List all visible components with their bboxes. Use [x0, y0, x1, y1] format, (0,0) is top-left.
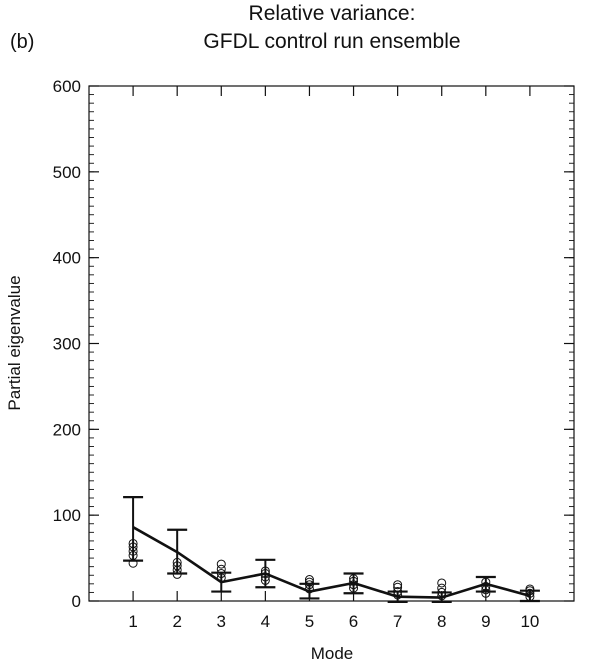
y-axis: 0 100 200 300 400 500 600	[53, 77, 574, 611]
y-tick-label: 200	[53, 420, 81, 439]
mean-line	[132, 526, 531, 599]
x-tick-label: 4	[261, 612, 270, 631]
x-tick-label: 3	[217, 612, 226, 631]
y-tick-label: 600	[53, 77, 81, 96]
x-tick-label: 7	[393, 612, 402, 631]
x-tick-label: 5	[305, 612, 314, 631]
x-tick-label: 2	[172, 612, 181, 631]
member-point	[393, 580, 403, 590]
x-tick-label: 10	[520, 612, 539, 631]
x-tick-label: 6	[349, 612, 358, 631]
y-tick-label: 400	[53, 249, 81, 268]
x-tick-label: 1	[128, 612, 137, 631]
y-tick-label: 0	[72, 592, 81, 611]
panel-label: (b)	[10, 31, 34, 53]
x-axis-label: Mode	[311, 644, 354, 663]
ensemble-members	[128, 538, 535, 602]
y-tick-label: 500	[53, 163, 81, 182]
chart-title-line-2: GFDL control run ensemble	[203, 30, 460, 53]
chart-title-line-1: Relative variance:	[249, 2, 416, 25]
member-point	[437, 578, 447, 588]
y-tick-label: 100	[53, 506, 81, 525]
y-axis-label: Partial eigenvalue	[5, 275, 24, 410]
x-tick-label: 8	[437, 612, 446, 631]
y-tick-label: 300	[53, 335, 81, 354]
x-tick-label: 9	[481, 612, 490, 631]
plot-frame	[88, 85, 575, 602]
x-axis: 1 2 3 4 5 6 7 8 9 10	[128, 86, 539, 631]
member-point	[216, 559, 226, 569]
